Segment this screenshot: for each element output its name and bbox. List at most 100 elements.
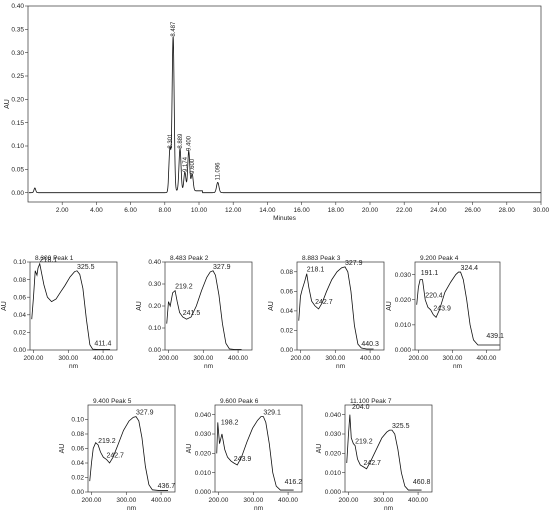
y-tick-label: 0.04 (71, 460, 84, 467)
y-axis-label: AU (186, 444, 193, 454)
spectrum-title: 8.883 Peak 3 (302, 255, 341, 262)
wavelength-label: 191.1 (421, 270, 439, 277)
y-tick-label: 0.20 (11, 97, 24, 104)
x-axis-label: nm (204, 363, 213, 370)
y-axis-label: AU (136, 301, 143, 311)
x-tick-label: 400.00 (278, 497, 298, 504)
x-tick-label: 300.00 (325, 355, 345, 362)
wavelength-label: 220.4 (425, 293, 443, 300)
plot-frame (214, 404, 303, 493)
spectrum-trace (416, 271, 500, 346)
plot-frame (344, 404, 433, 493)
plot-frame (27, 5, 542, 203)
x-tick-label: 400.00 (151, 497, 171, 504)
x-axis-label: nm (69, 363, 78, 370)
x-tick-label: 22.00 (396, 207, 413, 214)
wavelength-label: 198.2 (221, 419, 239, 426)
y-tick-label: 0.30 (11, 50, 24, 57)
x-tick-label: 200.00 (339, 497, 359, 504)
y-tick-label: 0.30 (148, 281, 161, 288)
y-axis-label: AU (316, 444, 323, 454)
y-tick-label: 0.04 (280, 308, 293, 315)
wavelength-label: 219.2 (175, 284, 193, 291)
y-tick-label: 0.06 (280, 289, 293, 296)
wavelength-label: 327.9 (345, 260, 363, 267)
wavelength-label: 218.1 (307, 267, 325, 274)
y-tick-label: 0.35 (11, 27, 24, 34)
y-axis-label: AU (1, 301, 8, 311)
x-tick-label: 200.00 (209, 497, 229, 504)
wavelength-label: 329.1 (263, 410, 281, 417)
y-tick-label: 0.05 (11, 167, 24, 174)
y-tick-label: 0.06 (13, 294, 26, 301)
x-tick-label: 400.00 (408, 497, 428, 504)
spectrum-title: 8.300 Peak 1 (35, 255, 74, 262)
x-tick-label: 300.00 (58, 355, 78, 362)
uv-spectrum-2: 0.00 0.10 0.20 0.30 0.40 200.00 300.00 400.00 nm… (136, 255, 253, 370)
peak-label: 9.174 (183, 156, 189, 172)
y-tick-label: 0.02 (71, 475, 84, 482)
uv-spectrum-3: 0.00 0.02 0.04 0.06 0.08 200.00 300.00 400.00 nm… (268, 255, 385, 370)
x-axis-label: nm (336, 363, 345, 370)
x-axis-label: nm (384, 505, 393, 512)
x-tick-label: 300.00 (243, 497, 263, 504)
y-tick-label: 0.010 (395, 322, 412, 329)
uv-spectrum-5: 0.00 0.02 0.04 0.06 0.08 0.10 200.00 300.00 400.… (59, 398, 176, 512)
y-tick-label: 0.00 (11, 190, 24, 197)
y-axis-label: AU (4, 99, 11, 109)
x-tick-label: 300.00 (442, 355, 462, 362)
y-tick-label: 0.000 (325, 489, 342, 496)
y-tick-label: 0.25 (11, 73, 24, 80)
chromatogram-trace (28, 36, 541, 194)
y-tick-label: 0.04 (13, 312, 26, 319)
wavelength-label: 242.7 (106, 452, 124, 459)
wavelength-label: 327.9 (213, 264, 231, 271)
y-tick-label: 0.010 (195, 470, 212, 477)
peak-label: 8.889 (178, 133, 184, 149)
x-tick-label: 14.00 (259, 207, 276, 214)
y-tick-label: 0.040 (325, 412, 342, 419)
x-tick-label: 12.00 (225, 207, 242, 214)
y-tick-label: 0.02 (13, 330, 26, 337)
peak-label: 9.600 (190, 158, 196, 174)
wavelength-label: 243.9 (234, 456, 252, 463)
peak-label: 8.301 (168, 133, 174, 149)
y-axis-label: AU (59, 444, 66, 454)
x-tick-label: 400.00 (228, 355, 248, 362)
x-axis-label: nm (453, 363, 462, 370)
spectrum-title: 8.483 Peak 2 (170, 255, 209, 262)
y-tick-label: 0.10 (148, 325, 161, 332)
wavelength-label: 460.8 (413, 479, 431, 486)
x-tick-label: 400.00 (360, 355, 380, 362)
spectrum-trace (166, 270, 242, 350)
wavelength-label: 242.7 (363, 460, 381, 467)
y-tick-label: 0.040 (195, 412, 212, 419)
wavelength-label: 416.2 (285, 479, 303, 486)
x-tick-label: 10.00 (191, 207, 208, 214)
y-tick-label: 0.20 (148, 303, 161, 310)
x-tick-label: 200.00 (24, 355, 44, 362)
y-tick-label: 0.00 (148, 347, 161, 354)
x-tick-label: 200.00 (82, 497, 102, 504)
x-tick-label: 6.00 (124, 207, 137, 214)
y-tick-label: 0.020 (325, 451, 342, 458)
uv-spectrum-6: 0.000 0.010 0.020 0.030 0.040 200.00 300.00 400… (186, 398, 303, 512)
y-tick-label: 0.000 (395, 347, 412, 354)
y-tick-label: 0.000 (195, 489, 212, 496)
uv-spectrum-1: 0.00 0.02 0.04 0.06 0.08 0.10 200.00 300.00 400.… (1, 255, 118, 370)
peak-label: 9.400 (187, 135, 193, 151)
wavelength-label: 243.9 (433, 305, 451, 312)
wavelength-label: 436.7 (158, 483, 176, 490)
y-tick-label: 0.030 (325, 431, 342, 438)
x-tick-label: 300.00 (373, 497, 393, 504)
plot-frame (414, 261, 501, 351)
spectrum-trace (89, 416, 169, 491)
peak-label: 11.096 (216, 162, 222, 181)
x-tick-label: 4.00 (90, 207, 103, 214)
spectrum-trace (298, 266, 374, 350)
y-tick-label: 0.00 (13, 347, 26, 354)
spectrum-trace (216, 416, 294, 491)
chromatogram: 0.00 0.05 0.10 0.15 0.20 0.25 0.30 0.35 0.40 2.00… (4, 3, 550, 222)
x-tick-label: 300.00 (116, 497, 136, 504)
wavelength-label: 325.5 (77, 264, 95, 271)
